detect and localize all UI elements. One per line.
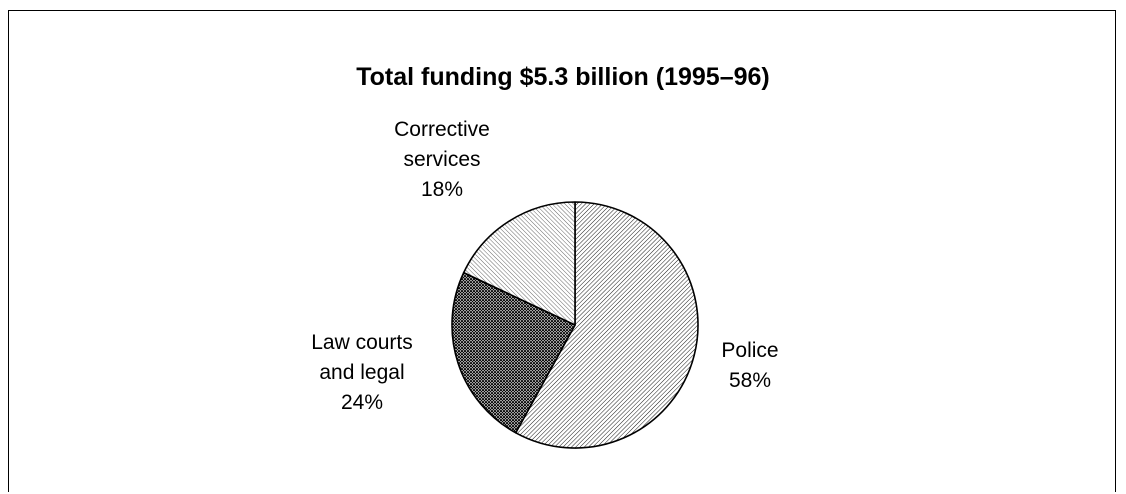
slice-label-law-courts: Law courts and legal 24% bbox=[292, 328, 432, 418]
slice-label-line: Police bbox=[721, 339, 779, 362]
slice-label-line: services bbox=[403, 148, 481, 171]
slice-label-police: Police 58% bbox=[690, 336, 810, 396]
pie-slice-law-courts-and-legal bbox=[451, 271, 576, 434]
pie-slice-police bbox=[514, 201, 699, 449]
slice-label-line: Law courts bbox=[311, 331, 413, 354]
slice-label-line: and legal bbox=[319, 361, 405, 384]
pie-slice-corrective-services bbox=[462, 201, 576, 326]
slice-label-corrective-services: Corrective services 18% bbox=[352, 115, 532, 205]
chart-title: Total funding $5.3 billion (1995–96) bbox=[356, 63, 770, 91]
slice-label-percent: 58% bbox=[728, 369, 772, 392]
slice-label-line: Corrective bbox=[394, 118, 490, 141]
slice-label-percent: 18% bbox=[420, 178, 464, 201]
pie-slices bbox=[451, 201, 699, 449]
slice-label-percent: 24% bbox=[340, 391, 384, 414]
